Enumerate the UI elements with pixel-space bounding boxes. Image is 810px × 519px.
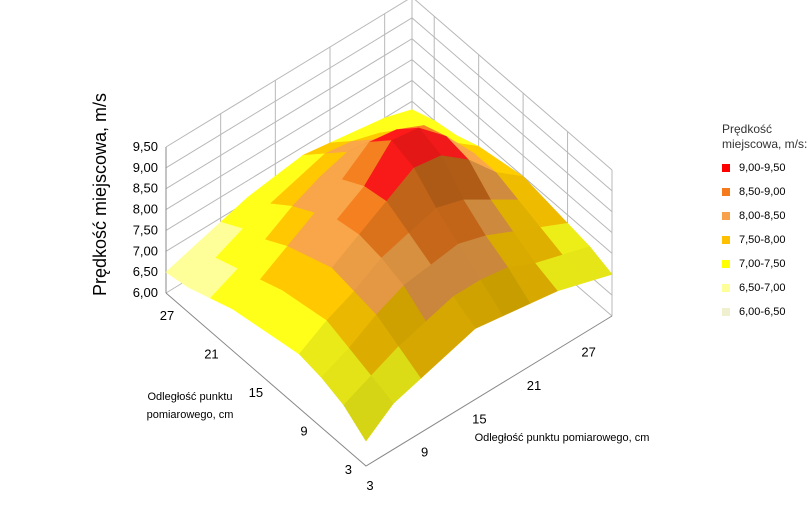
legend-label: 6,50-7,00 [739, 281, 786, 294]
y-tick-label: 27 [160, 308, 174, 323]
legend-item: 8,50-9,00 [722, 184, 808, 199]
legend-label: 7,00-7,50 [739, 257, 786, 270]
legend-swatch [722, 259, 730, 268]
legend-item: 6,00-6,50 [722, 304, 808, 319]
legend-item: 9,00-9,50 [722, 160, 808, 175]
z-tick-label: 6,50 [133, 264, 158, 279]
x-axis-title: Odległość punktu pomiarowego, cm [475, 432, 650, 444]
z-tick-label: 6,00 [133, 285, 158, 300]
surface-cell [343, 375, 394, 442]
legend-label: 8,00-8,50 [739, 209, 786, 222]
z-tick-label: 8,00 [133, 202, 158, 217]
legend-label: 9,00-9,50 [739, 161, 786, 174]
y-tick-label: 3 [345, 462, 352, 477]
chart-legend: Prędkość miejscowa, m/s: 9,00-9,50 8,50-9… [722, 122, 808, 328]
z-tick-label: 7,50 [133, 222, 158, 237]
axis-ticks: 6,00 6,50 7,00 7,50 8,00 8,50 9,00 9,50 3 9 15 21 27… [133, 139, 596, 493]
legend-swatch [722, 235, 730, 244]
x-tick-label: 9 [421, 445, 428, 460]
z-tick-label: 9,50 [133, 139, 158, 154]
x-tick-label: 21 [527, 378, 541, 393]
base-edge [165, 292, 613, 467]
legend-item: 8,00-8,50 [722, 208, 808, 223]
z-tick-label: 7,00 [133, 243, 158, 258]
legend-label: 7,50-8,00 [739, 233, 786, 246]
y-tick-label: 21 [204, 347, 218, 362]
legend-swatch [722, 187, 730, 196]
z-tick-label: 8,50 [133, 181, 158, 196]
chart-gridlines [165, 0, 613, 467]
x-tick-label: 3 [366, 478, 373, 493]
surface-plot [165, 109, 613, 442]
legend-swatch [722, 211, 730, 220]
legend-label: 6,00-6,50 [739, 305, 786, 318]
legend-swatch [722, 307, 730, 316]
y-tick-label: 15 [249, 385, 263, 400]
legend-item: 7,00-7,50 [722, 256, 808, 271]
z-tick-label: 9,00 [133, 160, 158, 175]
y-axis-title-line-2: pomiarowego, cm [147, 409, 234, 421]
gridline-z [165, 0, 613, 171]
legend-label: 8,50-9,00 [739, 185, 786, 198]
legend-item: 7,50-8,00 [722, 232, 808, 247]
x-tick-label: 27 [581, 345, 595, 360]
legend-item: 6,50-7,00 [722, 280, 808, 295]
legend-swatch [722, 283, 730, 292]
y-tick-label: 9 [300, 424, 307, 439]
y-axis-title-line-1: Odległość punktu [148, 391, 233, 403]
legend-title: Prędkość miejscowa, m/s: [722, 122, 808, 151]
x-tick-label: 15 [472, 411, 486, 426]
legend-items: 9,00-9,50 8,50-9,00 8,00-8,50 7,50-8,00 7,00… [722, 160, 808, 319]
legend-swatch [722, 163, 730, 172]
z-axis-title: Prędkość miejscowa, m/s [90, 93, 110, 296]
